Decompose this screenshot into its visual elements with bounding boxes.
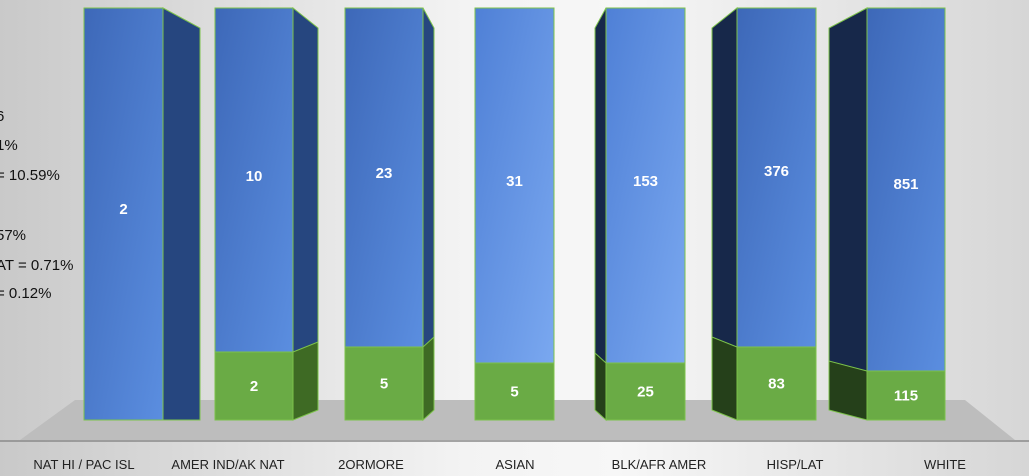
legend-line: = 10.59%	[0, 167, 60, 184]
legend-line: 57%	[0, 227, 26, 244]
category-labels: NAT HI / PAC ISL AMER IND/AK NAT 2ORMORE…	[33, 457, 966, 472]
data-label: 376	[764, 163, 789, 180]
bar-side	[828, 360, 868, 421]
data-label: 5	[380, 376, 388, 393]
bar-side	[422, 7, 435, 348]
bar-segment	[736, 346, 817, 421]
bars: 2 10 2 23 5 31 5 153 25 376 83 851 115	[83, 6, 946, 422]
data-label: 10	[246, 168, 263, 185]
category-label: 2ORMORE	[338, 457, 404, 472]
legend-partial: 6 1% = 10.59% 57% AT = 0.71% = 0.12%	[0, 108, 73, 302]
bar-side	[594, 351, 607, 422]
bar-side	[292, 6, 319, 353]
data-label: 25	[637, 384, 654, 401]
bar-side	[594, 7, 607, 364]
data-label: 31	[506, 173, 523, 190]
bar-segment	[214, 351, 294, 421]
bar-side	[292, 341, 319, 421]
legend-line: 6	[0, 108, 4, 125]
bar-segment	[344, 346, 424, 421]
category-label: AMER IND/AK NAT	[171, 457, 284, 472]
bar-segment	[83, 7, 164, 421]
bar-side	[828, 7, 868, 372]
legend-line: 1%	[0, 137, 18, 154]
category-label: NAT HI / PAC ISL	[33, 457, 134, 472]
data-label: 23	[376, 165, 393, 182]
data-label: 83	[768, 376, 785, 393]
bar-side	[711, 6, 738, 348]
legend-line: = 0.12%	[0, 285, 51, 302]
data-label: 851	[893, 176, 918, 193]
bar-side	[422, 335, 435, 422]
bar-segment	[474, 362, 555, 421]
data-label: 153	[633, 173, 658, 190]
category-label: ASIAN	[495, 457, 534, 472]
data-label: 5	[510, 384, 518, 401]
category-label: WHITE	[924, 457, 966, 472]
bar-segment	[866, 370, 946, 421]
data-label: 2	[250, 378, 258, 395]
bar-side	[711, 336, 738, 421]
bar-side	[162, 7, 201, 421]
data-label: 2	[119, 201, 127, 218]
data-label: 115	[894, 388, 918, 405]
bar-segment	[605, 362, 686, 421]
category-label: HISP/LAT	[767, 457, 824, 472]
category-label: BLK/AFR AMER	[612, 457, 707, 472]
legend-line: AT = 0.71%	[0, 257, 73, 274]
